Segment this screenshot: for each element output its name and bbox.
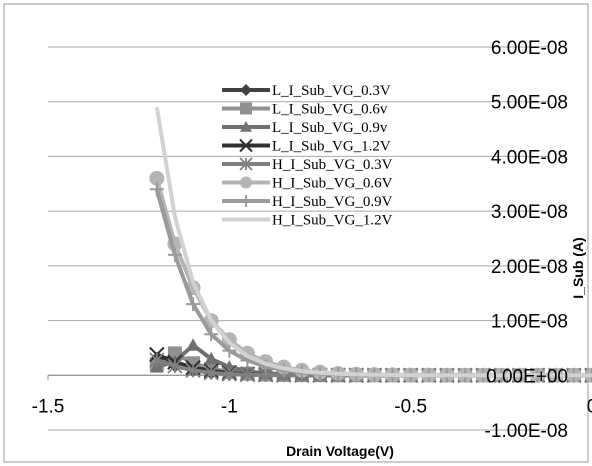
legend-label: H_I_Sub_VG_0.6V	[272, 176, 393, 192]
y-tick-labels: -1.00E-08 0.00E+00 1.00E-08 2.00E-08 3.00E-0…	[485, 38, 568, 442]
legend-item: L_I_Sub_VG_0.3V	[222, 83, 391, 99]
y-tick-label: 3.00E-08	[491, 202, 568, 223]
y-tick-label: -1.00E-08	[485, 421, 568, 442]
data-point	[240, 102, 252, 115]
legend-label: H_I_Sub_VG_0.3V	[272, 157, 393, 173]
data-point	[203, 365, 219, 381]
legend-label: L_I_Sub_VG_0.6v	[272, 102, 388, 118]
grid-lines	[47, 46, 592, 431]
y-axis-title: I_Sub (A)	[570, 237, 586, 298]
legend-label: L_I_Sub_VG_0.9v	[272, 120, 388, 136]
x-tick-label: -1.5	[32, 396, 65, 417]
legend: L_I_Sub_VG_0.3V L_I_Sub_VG_0.6v L_I_Sub_VG…	[222, 83, 393, 229]
x-tick-label: -1	[221, 396, 238, 417]
legend-item: H_I_Sub_VG_0.6V	[222, 176, 393, 192]
data-point	[239, 138, 253, 153]
data-point	[204, 327, 219, 342]
legend-label: H_I_Sub_VG_1.2V	[272, 213, 393, 229]
data-point	[240, 195, 252, 207]
y-tick-label: 0.00E+00	[486, 366, 568, 387]
data-point	[240, 84, 252, 96]
y-tick-label: 1.00E-08	[491, 312, 568, 333]
data-point	[204, 351, 219, 365]
series-layer	[149, 106, 592, 383]
x-tick-label: -0.5	[394, 396, 427, 417]
chart-border	[3, 3, 589, 463]
legend-item: H_I_Sub_VG_0.3V	[222, 157, 393, 173]
y-tick-label: 2.00E-08	[491, 257, 568, 278]
data-point	[222, 343, 237, 358]
data-point	[185, 362, 201, 378]
data-point	[167, 358, 183, 374]
data-point	[240, 121, 252, 132]
legend-item: L_I_Sub_VG_0.6v	[222, 102, 388, 118]
data-point	[240, 176, 252, 189]
data-point	[221, 366, 237, 382]
y-tick-label: 4.00E-08	[491, 147, 568, 168]
data-point	[149, 182, 164, 197]
data-point	[239, 367, 256, 383]
legend-item: L_I_Sub_VG_0.9v	[222, 120, 388, 136]
y-tick-label: 6.00E-08	[491, 38, 568, 59]
data-point	[149, 170, 165, 186]
data-point	[186, 338, 201, 351]
legend-label: H_I_Sub_VG_0.9V	[272, 194, 393, 210]
legend-label: L_I_Sub_VG_1.2V	[272, 139, 391, 155]
legend-item: H_I_Sub_VG_0.9V	[222, 194, 393, 210]
y-tick-label: 5.00E-08	[491, 93, 568, 114]
legend-label: L_I_Sub_VG_0.3V	[272, 83, 391, 99]
legend-item: L_I_Sub_VG_1.2V	[222, 139, 391, 155]
data-point	[186, 297, 201, 312]
data-point	[239, 157, 253, 171]
data-point	[167, 247, 182, 262]
data-point	[149, 352, 165, 368]
series-H_I_Sub_VG_1.2V	[154, 106, 592, 378]
legend-item: H_I_Sub_VG_1.2V	[222, 213, 393, 229]
x-tick-labels: -1.5 -1 -0.5 0	[32, 396, 592, 417]
series-line	[154, 106, 592, 378]
x-axis-title: Drain Voltage(V)	[286, 443, 394, 459]
x-tick-label: 0	[587, 396, 592, 417]
